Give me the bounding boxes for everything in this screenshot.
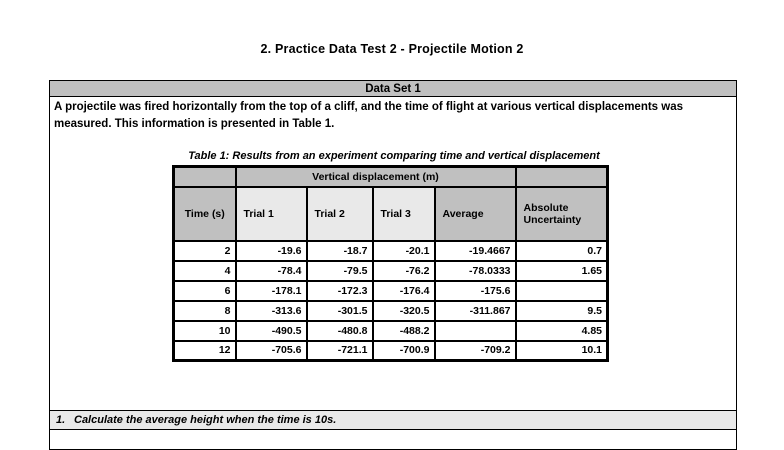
table-cell: 4.85 <box>514 319 609 342</box>
document-title: 2. Practice Data Test 2 - Projectile Mot… <box>260 42 524 56</box>
table-cell: -78.4 <box>234 259 308 282</box>
data-set-description: A projectile was fired horizontally from… <box>54 101 684 130</box>
table-cell: 1.65 <box>514 259 609 282</box>
table-row: 2 -19.6 -18.7 -20.1 -19.4667 0.7 <box>172 239 609 262</box>
table-cell: 0.7 <box>514 239 609 262</box>
table-cell: 12 <box>172 339 237 362</box>
table-row: 4 -78.4 -79.5 -76.2 -78.0333 1.65 <box>172 259 609 282</box>
table-cell: -79.5 <box>305 259 374 282</box>
table-cell: -320.5 <box>371 299 436 322</box>
table-cell: 2 <box>172 239 237 262</box>
table-caption: Table 1: Results from an experiment comp… <box>188 150 600 162</box>
table-cell: -78.0333 <box>433 259 517 282</box>
answer-area[interactable] <box>49 430 737 450</box>
results-table: Vertical displacement (m) Time (s) Trial… <box>172 165 609 362</box>
table-cell: -176.4 <box>371 279 436 302</box>
table-row: 12 -705.6 -721.1 -700.9 -709.2 10.1 <box>172 339 609 362</box>
table-cell: -19.4667 <box>433 239 517 262</box>
table-column-header-row: Time (s) Trial 1 Trial 2 Trial 3 Average… <box>172 185 609 242</box>
group-header-vertical-displacement: Vertical displacement (m) <box>234 165 517 188</box>
question-1: 1. Calculate the average height when the … <box>49 411 737 430</box>
table-row: 8 -313.6 -301.5 -320.5 -311.867 9.5 <box>172 299 609 322</box>
data-set-body: A projectile was fired horizontally from… <box>49 97 737 411</box>
table-cell: -721.1 <box>305 339 374 362</box>
table-cell: 4 <box>172 259 237 282</box>
col-header-trial2: Trial 2 <box>305 185 374 242</box>
table-cell: -488.2 <box>371 319 436 342</box>
table-cell: -20.1 <box>371 239 436 262</box>
blank-average-cell[interactable] <box>433 319 517 342</box>
question-number: 1. <box>56 414 66 426</box>
table-cell: 6 <box>172 279 237 302</box>
col-header-trial1: Trial 1 <box>234 185 308 242</box>
table-cell: -76.2 <box>371 259 436 282</box>
table-cell: -18.7 <box>305 239 374 262</box>
data-set-header: Data Set 1 <box>49 80 737 97</box>
table-cell: -19.6 <box>234 239 308 262</box>
table-cell: -313.6 <box>234 299 308 322</box>
table-cell: -480.8 <box>305 319 374 342</box>
table-row: 6 -178.1 -172.3 -176.4 -175.6 <box>172 279 609 302</box>
table-cell: 10.1 <box>514 339 609 362</box>
col-header-average: Average <box>433 185 517 242</box>
table-cell: 8 <box>172 299 237 322</box>
table-cell: -301.5 <box>305 299 374 322</box>
table-cell: 10 <box>172 319 237 342</box>
table-cell: -700.9 <box>371 339 436 362</box>
empty-header-cell <box>514 165 609 188</box>
col-header-absolute-uncertainty: Absolute Uncertainty <box>514 185 609 242</box>
table-cell: -490.5 <box>234 319 308 342</box>
table-group-header-row: Vertical displacement (m) <box>172 165 609 188</box>
col-header-time: Time (s) <box>172 185 237 242</box>
table-cell: -172.3 <box>305 279 374 302</box>
table-cell: 9.5 <box>514 299 609 322</box>
blank-uncertainty-cell[interactable] <box>514 279 609 302</box>
table-cell: -709.2 <box>433 339 517 362</box>
table-cell: -705.6 <box>234 339 308 362</box>
question-text: Calculate the average height when the ti… <box>74 414 337 426</box>
empty-header-cell <box>172 165 237 188</box>
table-cell: -178.1 <box>234 279 308 302</box>
data-set-box: Data Set 1 A projectile was fired horizo… <box>49 80 737 450</box>
table-cell: -175.6 <box>433 279 517 302</box>
table-cell: -311.867 <box>433 299 517 322</box>
table-row: 10 -490.5 -480.8 -488.2 4.85 <box>172 319 609 342</box>
col-header-trial3: Trial 3 <box>371 185 436 242</box>
